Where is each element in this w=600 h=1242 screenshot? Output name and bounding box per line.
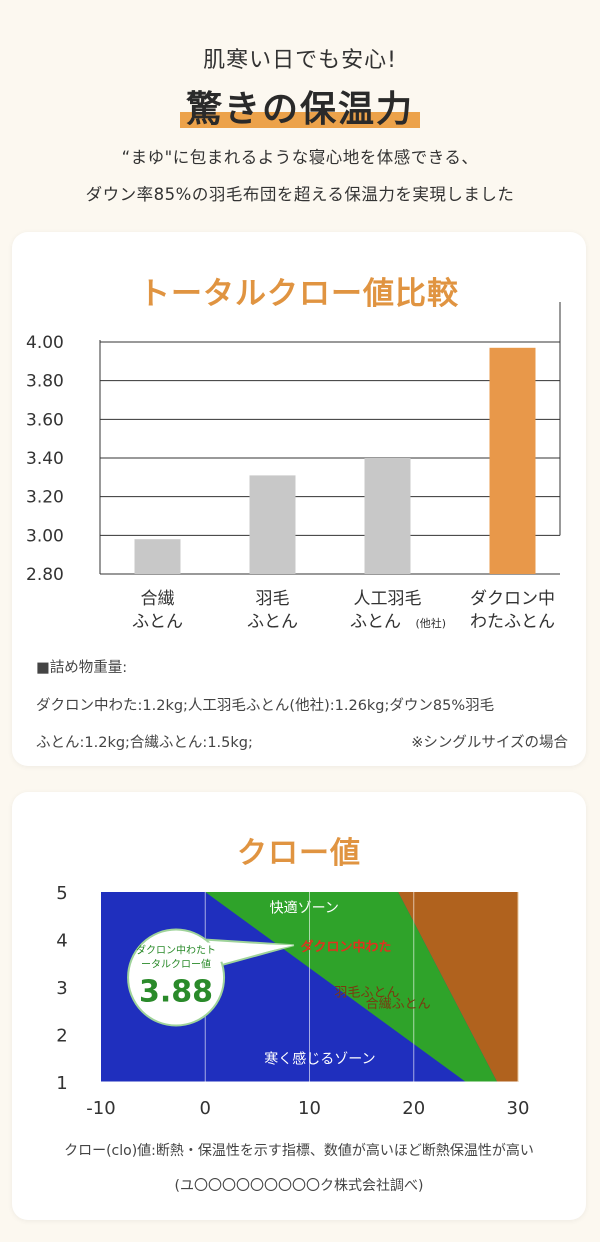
bar-x-label: 羽毛 <box>256 589 290 609</box>
zone-x-tick: 0 <box>200 1098 211 1119</box>
bar-y-tick: 3.00 <box>26 526 64 546</box>
bar-y-tick: 3.60 <box>26 410 64 430</box>
zone-y-tick: 5 <box>56 883 67 904</box>
bubble-value: 3.88 <box>139 975 213 1010</box>
lead-text: 肌寒い日でも安心! <box>203 48 397 73</box>
zone-x-tick: 10 <box>298 1098 321 1119</box>
bubble <box>127 928 226 1027</box>
bar-y-tick: 3.40 <box>26 449 64 469</box>
survey-source: (ユ〇〇〇〇〇〇〇〇〇ク株式会社調べ) <box>174 1178 424 1194</box>
zone-y-tick: 3 <box>56 978 67 999</box>
weight-line-1: ダクロン中わた:1.2kg;人工羽毛ふとん(他社):1.26kg;ダウン85%羽… <box>36 698 495 714</box>
bar <box>249 475 296 574</box>
bar-chart: 2.80 3.00 3.20 3.40 3.60 3.80 4.00 合繊ふとん 羽毛ふとん 人工… <box>26 302 561 632</box>
bubble-tail-fill <box>206 942 294 963</box>
bar-y-tick: 2.80 <box>26 565 64 585</box>
bar-x-label: ダクロン中 <box>470 589 555 609</box>
hot-zone-label: 暑く感じる <box>535 912 586 929</box>
headline-wrap: 驚きの保温力 <box>0 80 600 132</box>
size-footnote: ※シングルサイズの場合 <box>411 735 568 751</box>
clo-zone-card: クロー値 54321-100102030℃快適ゾーン寒く感じるゾーン暑く感じるゾ… <box>12 792 586 1220</box>
bar-x-label: ふとん <box>132 612 183 632</box>
description-line-2: ダウン率85%の羽毛布団を超える保温力を実現しました <box>85 185 515 204</box>
bar-x-label: (他社) <box>416 616 447 630</box>
weight-line-2: ふとん:1.2kg;合繊ふとん:1.5kg; <box>36 735 253 751</box>
comfort-zone <box>205 892 498 1082</box>
bar-x-label: わたふとん <box>470 612 555 632</box>
comfort-zone-label: 快適ゾーン <box>270 899 339 916</box>
hot-zone <box>398 892 518 1082</box>
zone-y-tick: 2 <box>56 1026 67 1047</box>
bar-y-tick: 4.00 <box>26 333 64 353</box>
zone-x-tick: 20 <box>402 1098 425 1119</box>
bar-x-label: ふとん <box>247 612 298 632</box>
clo-comparison-card: トータルクロー値比較 2.80 3.00 3.20 3.40 3.60 3.80 4.00 合… <box>12 232 586 766</box>
bar-x-label: 合繊 <box>141 589 175 609</box>
zone-x-tick: -10 <box>86 1098 115 1119</box>
bar <box>134 539 181 574</box>
weight-heading: ■詰め物重量: <box>36 660 128 676</box>
zone-y-tick: 4 <box>56 931 67 952</box>
headline: 驚きの保温力 <box>179 80 420 132</box>
marker-synthetic: 合繊ふとん <box>366 996 431 1012</box>
marker-dacron: ダクロン中わた <box>300 939 391 955</box>
bar <box>489 347 536 574</box>
bar-y-tick: 3.80 <box>26 372 64 392</box>
clo-caption: クロー(clo)値:断熱・保温性を示す指標、数値が高いほど断熱保温性が高い <box>64 1143 534 1159</box>
description-line-1: “まゆ"に包まれるような寝心地を体感できる、 <box>121 148 479 167</box>
bar-chart-title: トータルクロー値比較 <box>139 276 459 312</box>
cold-zone-label: 寒く感じるゾーン <box>264 1050 375 1067</box>
zone-chart-title: クロー値 <box>237 836 361 871</box>
bar-x-label: ふとん <box>350 612 401 632</box>
bubble-line-1: ダクロン中わたト <box>136 944 216 957</box>
marker-down: 羽毛ふとん <box>334 985 399 1000</box>
hot-zone-label: ゾーン <box>549 932 586 948</box>
bubble-line-2: ータルクロー値 <box>141 958 211 971</box>
bar-x-label: 人工羽毛 <box>354 589 422 609</box>
bar <box>364 458 411 574</box>
bar-y-tick: 3.20 <box>26 488 64 508</box>
zone-x-tick: 30 <box>507 1098 530 1119</box>
zone-chart: 54321-100102030℃快適ゾーン寒く感じるゾーン暑く感じるゾーンダクロ… <box>56 883 586 1119</box>
zone-y-tick: 1 <box>56 1073 67 1094</box>
